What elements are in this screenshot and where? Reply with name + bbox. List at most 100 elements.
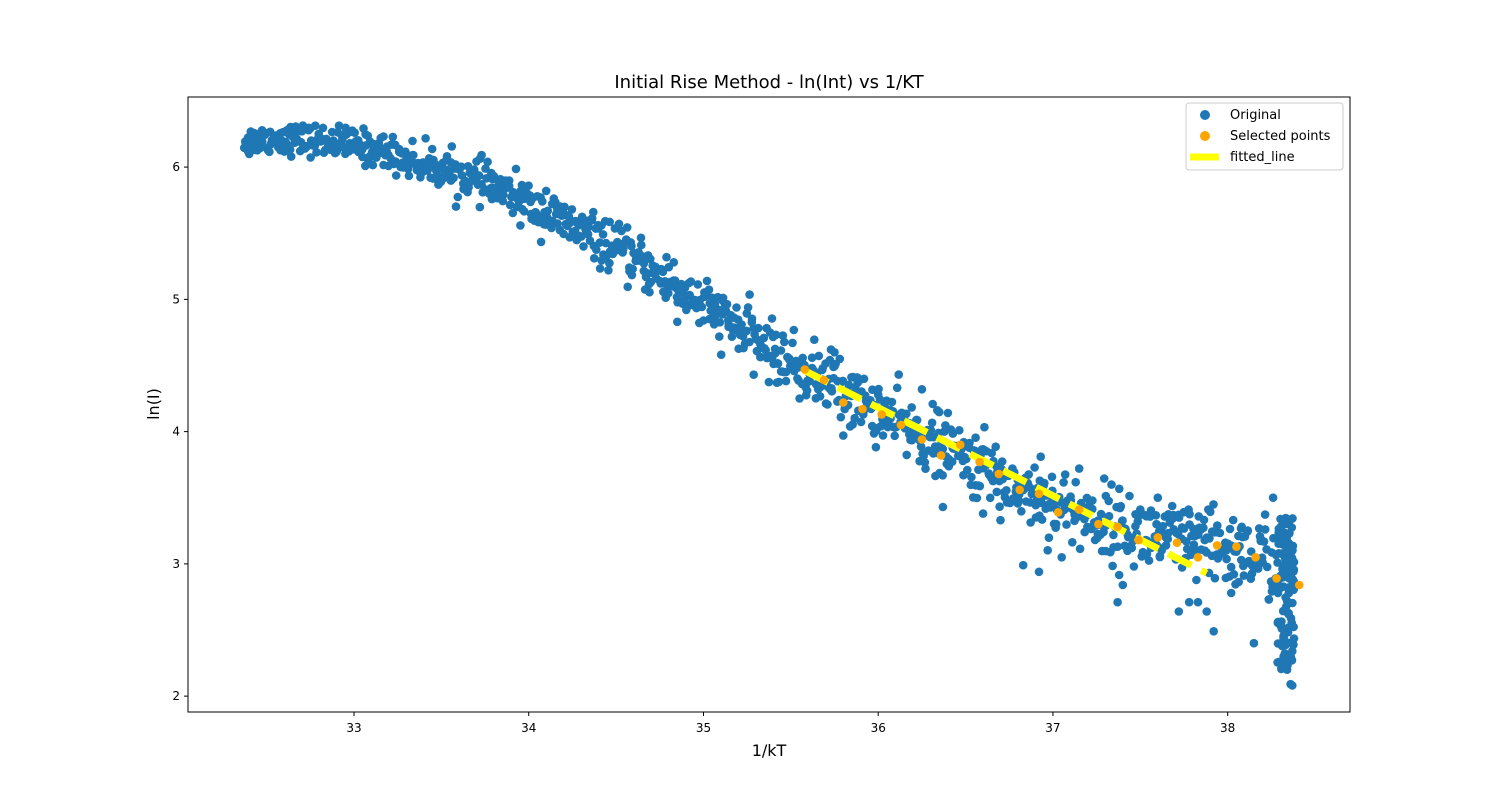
original-point bbox=[776, 346, 786, 355]
original-point bbox=[773, 359, 783, 369]
original-point bbox=[781, 376, 791, 386]
original-point bbox=[992, 487, 1002, 497]
original-point bbox=[409, 150, 418, 160]
original-point bbox=[1104, 496, 1113, 506]
original-point bbox=[795, 394, 804, 403]
selected-point bbox=[994, 469, 1004, 479]
original-point bbox=[350, 128, 360, 137]
original-point bbox=[1059, 478, 1068, 487]
original-point bbox=[934, 407, 944, 417]
original-point bbox=[1113, 542, 1122, 551]
original-point bbox=[963, 465, 972, 475]
original-point bbox=[628, 264, 637, 274]
original-point bbox=[1118, 516, 1127, 525]
original-point bbox=[1192, 575, 1201, 585]
original-point bbox=[553, 219, 562, 228]
original-point bbox=[871, 442, 881, 452]
original-point bbox=[1285, 574, 1294, 583]
original-point bbox=[1193, 597, 1203, 607]
original-point bbox=[1018, 560, 1028, 570]
chart-title: Initial Rise Method - ln(Int) vs 1/KT bbox=[614, 72, 924, 93]
original-point bbox=[1249, 638, 1259, 648]
original-point bbox=[927, 418, 937, 428]
original-point bbox=[1002, 486, 1011, 495]
original-point bbox=[579, 242, 588, 251]
original-point bbox=[322, 134, 331, 144]
original-point bbox=[334, 121, 344, 130]
original-point bbox=[589, 207, 598, 217]
original-point bbox=[605, 217, 614, 227]
y-axis-label: ln(I) bbox=[144, 388, 163, 420]
original-point bbox=[850, 413, 859, 423]
original-point bbox=[1127, 543, 1137, 553]
original-point bbox=[1044, 533, 1054, 542]
original-point bbox=[1043, 546, 1052, 555]
original-point bbox=[1277, 641, 1287, 651]
original-point bbox=[947, 457, 957, 467]
original-point bbox=[1276, 583, 1286, 592]
original-point bbox=[1118, 580, 1128, 590]
original-point bbox=[788, 338, 797, 348]
original-point bbox=[421, 134, 430, 143]
selected-point bbox=[1034, 489, 1044, 499]
original-point bbox=[732, 303, 741, 312]
selected-point bbox=[917, 435, 927, 444]
original-point bbox=[971, 433, 980, 443]
original-point bbox=[868, 385, 877, 395]
original-point bbox=[517, 180, 527, 190]
original-point bbox=[1262, 562, 1272, 572]
original-point bbox=[614, 219, 624, 229]
original-point bbox=[1289, 634, 1299, 643]
original-point bbox=[1062, 520, 1071, 529]
original-point bbox=[722, 299, 732, 309]
selected-point bbox=[858, 404, 867, 414]
original-point bbox=[1047, 472, 1057, 482]
original-point bbox=[996, 515, 1005, 525]
original-point bbox=[823, 400, 832, 409]
y-tick-label: 4 bbox=[172, 425, 180, 439]
original-point bbox=[265, 147, 274, 157]
original-point bbox=[742, 326, 751, 336]
original-point bbox=[1260, 525, 1270, 534]
original-point bbox=[789, 325, 799, 335]
x-axis: 33 34 35 36 37 38 bbox=[346, 712, 1235, 735]
original-point bbox=[474, 171, 484, 180]
original-point bbox=[1142, 549, 1152, 559]
x-tick-label: 33 bbox=[346, 721, 361, 735]
original-point bbox=[745, 337, 754, 347]
original-point bbox=[1125, 491, 1134, 501]
original-point bbox=[835, 354, 845, 364]
original-point bbox=[781, 367, 791, 377]
original-point bbox=[987, 448, 996, 458]
original-point bbox=[1205, 534, 1214, 543]
original-point bbox=[1185, 509, 1194, 519]
original-point bbox=[541, 186, 551, 196]
original-point bbox=[1274, 539, 1283, 548]
original-point bbox=[1209, 627, 1218, 636]
original-point bbox=[664, 288, 673, 298]
original-point bbox=[627, 241, 636, 251]
original-point bbox=[1034, 567, 1044, 577]
selected-point bbox=[1113, 522, 1122, 532]
original-point bbox=[516, 221, 525, 230]
original-point bbox=[1174, 607, 1184, 616]
selected-point bbox=[1212, 541, 1222, 550]
original-point bbox=[1264, 595, 1274, 604]
original-point bbox=[584, 222, 593, 232]
original-point bbox=[592, 245, 601, 254]
original-point bbox=[943, 408, 953, 418]
original-series bbox=[239, 121, 1299, 690]
original-point bbox=[637, 240, 646, 250]
original-point bbox=[519, 207, 529, 216]
selected-point bbox=[839, 398, 848, 407]
original-point bbox=[859, 374, 869, 384]
original-point bbox=[1215, 528, 1225, 538]
selected-point bbox=[1053, 508, 1063, 517]
original-point bbox=[398, 158, 408, 167]
original-point bbox=[715, 318, 725, 327]
original-point bbox=[449, 173, 458, 183]
original-point bbox=[890, 431, 899, 441]
original-point bbox=[1288, 681, 1297, 690]
original-point bbox=[718, 293, 728, 303]
